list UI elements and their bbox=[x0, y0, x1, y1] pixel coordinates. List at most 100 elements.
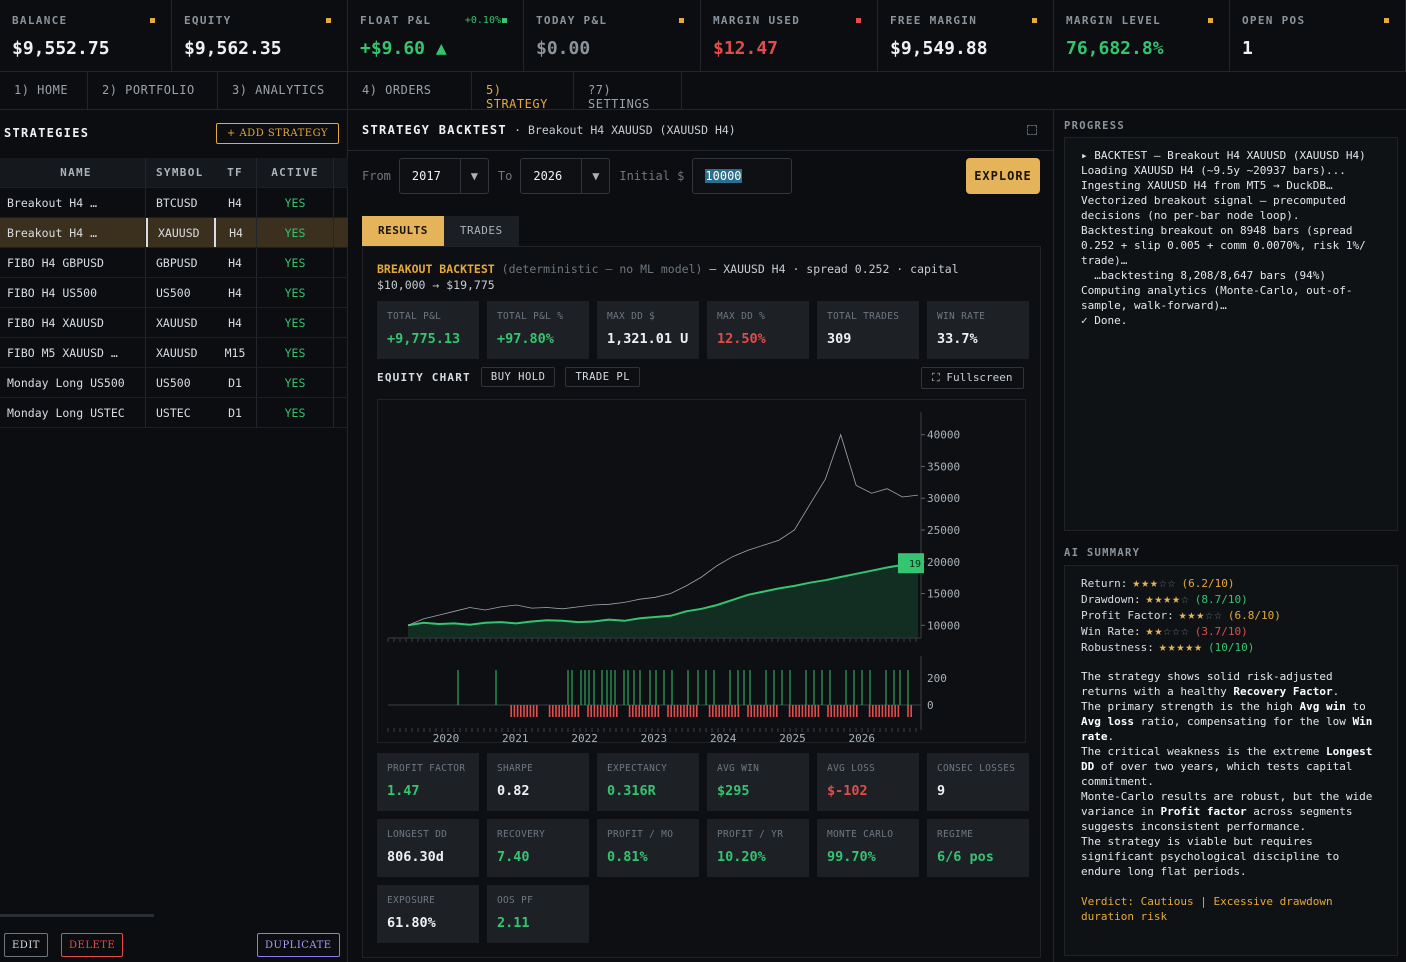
tab-settings[interactable]: ?7) SETTINGS bbox=[574, 72, 682, 111]
metric-value: +9,775.13 bbox=[387, 331, 461, 347]
column-header[interactable]: ACTIVE bbox=[256, 158, 334, 187]
metric-label: MONTE CARLO bbox=[827, 829, 894, 840]
table-row[interactable]: Monday Long USTEC USTEC D1 YES bbox=[0, 398, 348, 428]
kpi-value: $9,549.88 bbox=[890, 38, 988, 59]
table-row[interactable]: Breakout H4 … BTCUSD H4 YES bbox=[0, 188, 348, 218]
horizontal-scrollbar[interactable] bbox=[0, 914, 154, 917]
row-overflow bbox=[334, 218, 348, 247]
y-tick-label: 15000 bbox=[927, 588, 960, 601]
trade-pl-toggle[interactable]: TRADE PL bbox=[565, 367, 641, 387]
x-tick-label: 2022 bbox=[571, 732, 598, 742]
strategy-active: YES bbox=[256, 248, 334, 277]
metric-card-max-dd: MAX DD % 12.50% bbox=[707, 301, 809, 359]
ai-text: The strategy shows solid risk-adjusted r… bbox=[1081, 670, 1333, 698]
column-header[interactable]: TF bbox=[227, 166, 243, 179]
to-year-select[interactable]: 2026 ▼ bbox=[520, 158, 611, 194]
strategy-name: Breakout H4 … bbox=[0, 188, 146, 217]
last-value-marker bbox=[898, 553, 924, 574]
delete-button[interactable]: DELETE bbox=[61, 933, 124, 957]
metric-label: RECOVERY bbox=[497, 829, 546, 840]
tab-results[interactable]: RESULTS bbox=[362, 216, 444, 246]
kpi-today-p-l: TODAY P&L $0.00 bbox=[524, 0, 701, 72]
metric-value: 0.316R bbox=[607, 783, 656, 799]
y-tick-label: 35000 bbox=[927, 460, 960, 473]
x-tick-label: 2025 bbox=[779, 732, 806, 742]
metric-cards-row-1: PROFIT FACTOR 1.47 SHARPE 0.82 EXPECTANCY 0.3… bbox=[377, 753, 1029, 811]
strategy-timeframe: H4 bbox=[228, 195, 242, 210]
metric-value: 1,321.01 U bbox=[607, 331, 689, 347]
initial-capital-input[interactable]: 10000 bbox=[692, 158, 793, 194]
tab-portfolio[interactable]: 2) PORTFOLIO bbox=[88, 72, 218, 110]
metric-card-win-rate: WIN RATE 33.7% bbox=[927, 301, 1029, 359]
trade-y-label: 0 bbox=[927, 699, 934, 712]
buy-hold-toggle[interactable]: BUY HOLD bbox=[480, 367, 556, 387]
kpi-value: $9,552.75 bbox=[12, 38, 110, 59]
kpi-label: BALANCE bbox=[12, 14, 68, 27]
rating-score: (6.8/10) bbox=[1227, 609, 1281, 622]
ai-paragraph-5: The strategy is viable but requires sign… bbox=[1081, 835, 1340, 878]
metric-value: 33.7% bbox=[937, 331, 978, 347]
chevron-down-icon: ▼ bbox=[581, 159, 609, 193]
strategy-name: FIBO M5 XAUUSD … bbox=[0, 338, 146, 367]
kpi-margin-level: MARGIN LEVEL 76,682.8% bbox=[1054, 0, 1230, 72]
tab-analytics[interactable]: 3) ANALYTICS bbox=[218, 72, 348, 110]
kpi-label: FLOAT P&L bbox=[360, 14, 432, 27]
metric-label: TOTAL P&L bbox=[387, 311, 442, 322]
metric-value: 12.50% bbox=[717, 331, 766, 347]
table-row[interactable]: Breakout H4 … XAUUSD H4 YES bbox=[0, 218, 348, 248]
metric-label: EXPECTANCY bbox=[607, 763, 668, 774]
row-overflow bbox=[334, 368, 348, 397]
strategy-active: YES bbox=[256, 368, 334, 397]
metric-label: LONGEST DD bbox=[387, 829, 448, 840]
y-tick-label: 25000 bbox=[927, 524, 960, 537]
explore-button[interactable]: EXPLORE bbox=[966, 158, 1040, 194]
rating-row: Robustness: ★★★★★ (10/10) bbox=[1081, 640, 1381, 656]
progress-log: ▸ BACKTEST — Breakout H4 XAUUSD (XAUUSD … bbox=[1064, 137, 1398, 531]
tab-strategy[interactable]: 5) STRATEGY bbox=[472, 72, 574, 111]
ai-text: ratio, compensating for the low bbox=[1140, 715, 1346, 728]
kpi-balance: BALANCE $9,552.75 bbox=[0, 0, 172, 72]
table-row[interactable]: Monday Long US500 US500 D1 YES bbox=[0, 368, 348, 398]
divider bbox=[348, 150, 1054, 151]
from-year-select[interactable]: 2017 ▼ bbox=[398, 158, 489, 194]
ai-summary-title: AI SUMMARY bbox=[1064, 547, 1141, 559]
status-dot-icon bbox=[326, 18, 331, 23]
tab-trades[interactable]: TRADES bbox=[443, 216, 519, 246]
fullscreen-button[interactable]: ⛶ Fullscreen bbox=[921, 367, 1024, 389]
metric-card-regime: REGIME 6/6 pos bbox=[927, 819, 1029, 877]
summary-cards: TOTAL P&L +9,775.13 TOTAL P&L % +97.80% MAX … bbox=[377, 301, 1029, 359]
kpi-percent: +0.10% bbox=[464, 15, 501, 26]
strategy-active: YES bbox=[256, 308, 334, 337]
metric-value: 0.81% bbox=[607, 849, 648, 865]
ai-bold: Avg loss bbox=[1081, 715, 1134, 728]
ai-paragraph-1: The strategy shows solid risk-adjusted r… bbox=[1081, 670, 1340, 698]
table-row[interactable]: FIBO H4 GBPUSD GBPUSD H4 YES bbox=[0, 248, 348, 278]
tab-orders[interactable]: 4) ORDERS bbox=[348, 72, 472, 110]
metric-label: PROFIT FACTOR bbox=[387, 763, 466, 774]
ai-text: of over two years, which tests capital c… bbox=[1081, 760, 1353, 788]
kpi-value: $0.00 bbox=[536, 38, 591, 59]
metric-label: SHARPE bbox=[497, 763, 534, 774]
edit-button[interactable]: EDIT bbox=[4, 933, 48, 957]
expand-icon[interactable] bbox=[1027, 125, 1037, 135]
column-header[interactable]: SYMBOL bbox=[156, 166, 204, 179]
table-row[interactable]: FIBO H4 XAUUSD XAUUSD H4 YES bbox=[0, 308, 348, 338]
rating-label: Win Rate: bbox=[1081, 625, 1141, 638]
x-tick-label: 2023 bbox=[641, 732, 668, 742]
rating-score: (6.2/10) bbox=[1181, 577, 1235, 590]
metric-value: 10.20% bbox=[717, 849, 766, 865]
column-header[interactable]: NAME bbox=[0, 158, 146, 187]
table-row[interactable]: FIBO M5 XAUUSD … XAUUSD M15 YES bbox=[0, 338, 348, 368]
ai-bold: Avg win bbox=[1299, 700, 1346, 713]
strategy-symbol: GBPUSD bbox=[156, 255, 198, 270]
strategies-title: STRATEGIES bbox=[4, 126, 90, 140]
add-strategy-button[interactable]: + ADD STRATEGY bbox=[215, 122, 339, 144]
strategy-symbol: XAUUSD bbox=[146, 218, 214, 247]
tab-home[interactable]: 1) HOME bbox=[0, 72, 88, 110]
table-row[interactable]: FIBO H4 US500 US500 H4 YES bbox=[0, 278, 348, 308]
duplicate-button[interactable]: DUPLICATE bbox=[257, 933, 340, 957]
metric-label: CONSEC LOSSES bbox=[937, 763, 1016, 774]
ai-text: The primary strength is the high bbox=[1081, 700, 1293, 713]
metric-card-total-p-l: TOTAL P&L % +97.80% bbox=[487, 301, 589, 359]
backtest-title: STRATEGY BACKTEST · Breakout H4 XAUUSD (… bbox=[362, 123, 736, 137]
